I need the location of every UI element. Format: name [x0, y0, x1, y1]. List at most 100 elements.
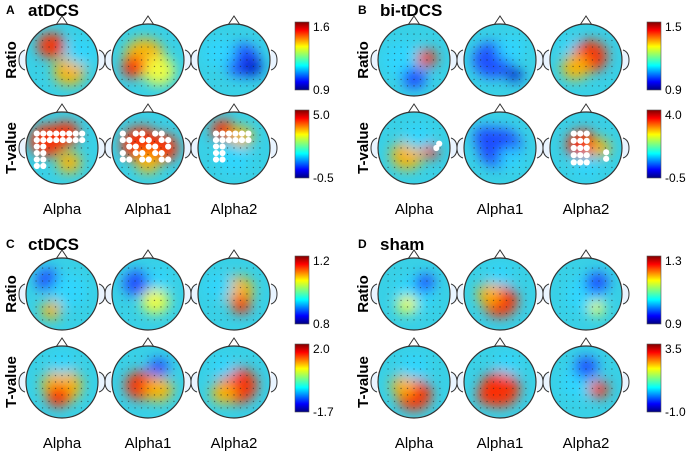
- nose: [55, 15, 69, 26]
- topomap-d-t-value-alpha1: [456, 337, 544, 419]
- topomap-d-ratio-alpha: [370, 249, 458, 331]
- left-ear: [370, 283, 378, 305]
- topomap-c-ratio-alpha: [18, 249, 106, 331]
- left-ear: [18, 49, 26, 71]
- scalp-outline: [463, 345, 537, 419]
- colorbar-min-label: -1.7: [313, 405, 334, 419]
- right-ear: [184, 49, 192, 71]
- colorbar-t-value: 5.0 -0.5: [294, 108, 334, 185]
- topomap: [26, 346, 98, 418]
- left-ear: [456, 371, 464, 393]
- column-label-alpha: Alpha: [43, 435, 82, 452]
- scalp-outline: [463, 257, 537, 331]
- electrode-grid: [473, 355, 527, 409]
- panel-letter: C: [6, 237, 15, 251]
- colorbar-max-label: 2.0: [313, 342, 330, 356]
- electrode-grid: [207, 267, 261, 321]
- right-ear: [184, 371, 192, 393]
- right-ear: [98, 49, 106, 71]
- scalp-outline: [377, 23, 451, 97]
- scalp-outline: [111, 345, 185, 419]
- left-ear: [18, 137, 26, 159]
- scalp-outline: [549, 111, 623, 185]
- significance-markers: [570, 130, 610, 166]
- electrode-grid: [559, 33, 613, 87]
- topomap: [550, 346, 622, 418]
- electrode-grid: [473, 267, 527, 321]
- nose: [579, 249, 593, 260]
- scalp-outline: [377, 257, 451, 331]
- column-label-alpha1: Alpha1: [477, 201, 524, 218]
- nose: [55, 337, 69, 348]
- scalp-outline: [549, 257, 623, 331]
- topomap-c-t-value-alpha2: [190, 337, 278, 419]
- panel-title: atDCS: [28, 1, 79, 20]
- topomap: [464, 24, 536, 96]
- scalp-outline: [197, 111, 271, 185]
- column-label-alpha: Alpha: [43, 201, 82, 218]
- right-ear: [622, 49, 630, 71]
- colorbar-min-label: 0.9: [313, 83, 330, 97]
- left-ear: [104, 137, 112, 159]
- topomap-a-ratio-alpha: [18, 15, 106, 97]
- electrode-grid: [35, 267, 89, 321]
- left-ear: [190, 49, 198, 71]
- nose: [227, 103, 241, 114]
- column-label-alpha1: Alpha1: [125, 435, 172, 452]
- left-ear: [456, 283, 464, 305]
- right-ear: [536, 137, 544, 159]
- colorbar-min-label: 0.8: [313, 317, 330, 331]
- colorbar-min-label: -0.5: [313, 171, 334, 185]
- electrode-grid: [559, 267, 613, 321]
- electrode-grid: [559, 355, 613, 409]
- topomap: [378, 112, 450, 184]
- nose: [227, 249, 241, 260]
- panel-letter: B: [358, 3, 367, 17]
- significance-markers: [119, 130, 172, 163]
- topomap-b-t-value-alpha1: [456, 103, 544, 185]
- right-ear: [98, 137, 106, 159]
- right-ear: [622, 283, 630, 305]
- left-ear: [18, 283, 26, 305]
- column-label-alpha2: Alpha2: [211, 201, 258, 218]
- electrode-grid: [387, 355, 441, 409]
- nose: [55, 249, 69, 260]
- left-ear: [542, 137, 550, 159]
- right-ear: [450, 49, 458, 71]
- electrode-grid: [207, 33, 261, 87]
- colorbar-max-label: 3.5: [665, 342, 682, 356]
- panel-letter: A: [6, 3, 15, 17]
- panel-title: bi-tDCS: [380, 1, 442, 20]
- topomap: [112, 112, 184, 184]
- colorbar-ratio: 1.6 0.9: [294, 20, 330, 97]
- topomap-c-ratio-alpha1: [104, 249, 192, 331]
- topomap-d-t-value-alpha2: [542, 337, 630, 419]
- scalp-outline: [111, 111, 185, 185]
- nose: [493, 103, 507, 114]
- colorbar-t-value: 2.0 -1.7: [294, 342, 334, 419]
- nose: [141, 337, 155, 348]
- right-ear: [622, 371, 630, 393]
- electrode-grid: [207, 355, 261, 409]
- significance-markers: [33, 130, 86, 170]
- electrode-grid: [121, 267, 175, 321]
- scalp-outline: [197, 345, 271, 419]
- scalp-outline: [463, 111, 537, 185]
- nose: [493, 337, 507, 348]
- right-ear: [270, 137, 278, 159]
- nose: [579, 337, 593, 348]
- scalp-outline: [25, 345, 99, 419]
- electrode-grid: [35, 355, 89, 409]
- column-label-alpha2: Alpha2: [563, 201, 610, 218]
- topomap: [112, 346, 184, 418]
- right-ear: [184, 137, 192, 159]
- column-label-alpha1: Alpha1: [125, 201, 172, 218]
- topomap-c-ratio-alpha2: [190, 249, 278, 331]
- nose: [141, 103, 155, 114]
- right-ear: [184, 283, 192, 305]
- topomap: [550, 24, 622, 96]
- scalp-outline: [25, 23, 99, 97]
- colorbar-min-label: -0.5: [665, 171, 686, 185]
